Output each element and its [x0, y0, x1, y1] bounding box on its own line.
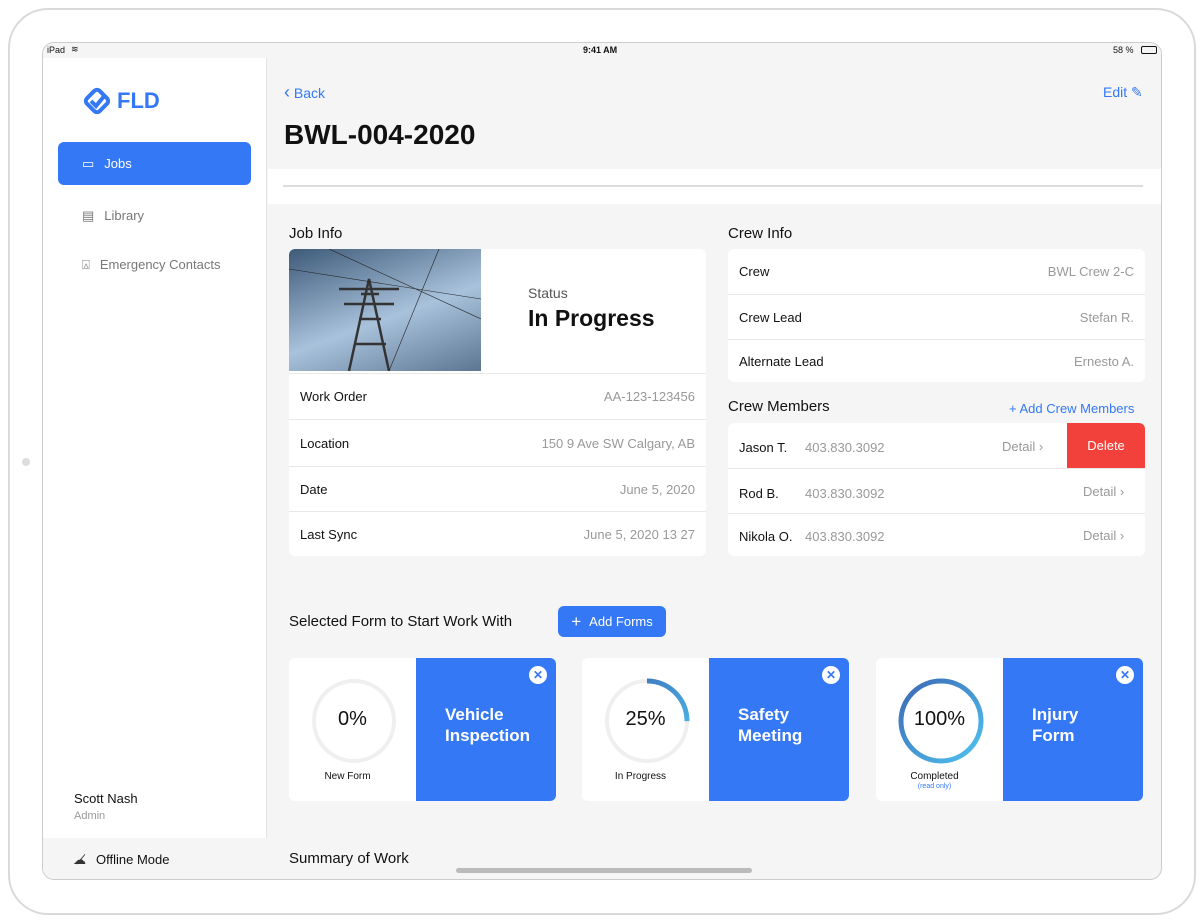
- detail-button[interactable]: Detail ›: [1083, 484, 1125, 499]
- job-info-card: Status In Progress Work Order AA-123-1234…: [289, 249, 706, 556]
- edit-button[interactable]: Edit ✎: [1103, 84, 1143, 100]
- form-title[interactable]: Safety Meeting: [709, 658, 849, 801]
- edit-icon: ✎: [1131, 84, 1143, 100]
- progress-ring: [898, 678, 984, 764]
- device-label: iPad: [47, 45, 66, 55]
- chevron-left-icon: ‹: [284, 82, 290, 102]
- job-photo: [289, 249, 482, 372]
- job-row-date: Date June 5, 2020: [289, 466, 706, 511]
- chevron-right-icon: ›: [1038, 439, 1044, 454]
- job-info-heading: Job Info: [289, 225, 343, 242]
- form-note: (read only): [917, 783, 952, 790]
- sidebar-item-library[interactable]: ▤ Library: [82, 207, 145, 224]
- progress-percent: 25%: [625, 708, 666, 730]
- form-card[interactable]: 0% New Form Vehicle Inspection ✕: [289, 658, 556, 801]
- job-row-location: Location 150 9 Ave SW Calgary, AB: [289, 419, 706, 466]
- logo-check-icon: [83, 87, 111, 115]
- progress-percent: 0%: [338, 708, 367, 730]
- progress-arc: [604, 678, 690, 764]
- detail-button[interactable]: Detail ›: [1083, 528, 1125, 543]
- alarm-light-icon: ⍓: [82, 256, 90, 272]
- screen: iPad ≋ 9:41 AM 58 % FLD ▭ Jobs ▤ Library ⍓…: [42, 42, 1162, 880]
- home-indicator[interactable]: [456, 868, 752, 873]
- user-name: Scott Nash: [74, 791, 138, 806]
- forms-heading: Selected Form to Start Work With: [289, 613, 513, 630]
- crew-members-heading: Crew Members: [728, 398, 830, 415]
- alternate-lead-row: Alternate Lead Ernesto A.: [728, 339, 1145, 382]
- remove-form-close-icon[interactable]: ✕: [822, 666, 840, 684]
- sidebar: FLD ▭ Jobs ▤ Library ⍓ Emergency Contacts S…: [43, 58, 267, 879]
- chevron-right-icon: ›: [1119, 528, 1125, 543]
- add-forms-button[interactable]: + Add Forms: [558, 606, 666, 637]
- list-item: Nikola O. 403.830.3092 Detail ›: [728, 513, 1145, 556]
- briefcase-icon: ▭: [82, 155, 95, 171]
- logo: FLD: [81, 85, 160, 117]
- form-card[interactable]: 100% Completed (read only) Injury Form ✕: [876, 658, 1143, 801]
- detail-button[interactable]: Detail ›: [1002, 439, 1044, 454]
- progress-ring: [311, 678, 397, 764]
- progress-arc: [898, 678, 984, 764]
- cloud-off-icon: ☁̸: [73, 851, 86, 867]
- form-status: In Progress: [614, 771, 667, 782]
- progress-percent: 100%: [913, 708, 966, 730]
- add-crew-members-button[interactable]: + Add Crew Members: [1009, 401, 1135, 416]
- offline-mode-toggle[interactable]: ☁̸ Offline Mode: [43, 838, 267, 879]
- job-row-work-order: Work Order AA-123-123456: [289, 373, 706, 419]
- sidebar-item-jobs[interactable]: ▭ Jobs: [58, 142, 251, 185]
- back-button[interactable]: ‹ Back: [284, 82, 326, 102]
- sidebar-item-emergency-contacts[interactable]: ⍓ Emergency Contacts: [82, 256, 221, 273]
- crew-info-card: Crew BWL Crew 2-C Crew Lead Stefan R. Alte…: [728, 249, 1145, 382]
- summary-heading: Summary of Work: [289, 850, 409, 867]
- list-item: Jason T. 403.830.3092 Detail › Delete: [728, 423, 1145, 468]
- chevron-right-icon: ›: [1119, 484, 1125, 499]
- plus-icon: +: [571, 611, 582, 631]
- progress-ring: [604, 678, 690, 764]
- documents-icon: ▤: [82, 207, 95, 223]
- battery-icon: [1141, 46, 1157, 54]
- bluetooth-battery: 58 %: [1113, 45, 1134, 55]
- delete-button[interactable]: Delete: [1067, 423, 1145, 468]
- page-title: BWL-004-2020: [284, 119, 476, 150]
- form-title[interactable]: Vehicle Inspection: [416, 658, 556, 801]
- crew-lead-row: Crew Lead Stefan R.: [728, 294, 1145, 339]
- form-card[interactable]: 25% In Progress Safety Meeting ✕: [582, 658, 849, 801]
- status-label: Status: [528, 285, 568, 301]
- divider: [283, 185, 1143, 187]
- crew-row: Crew BWL Crew 2-C: [739, 264, 1134, 279]
- job-row-last-sync: Last Sync June 5, 2020 13 27: [289, 511, 706, 556]
- remove-form-close-icon[interactable]: ✕: [529, 666, 547, 684]
- crew-members-card: Jason T. 403.830.3092 Detail › Delete Ro…: [728, 423, 1145, 556]
- status-value: In Progress: [528, 305, 655, 331]
- wifi-icon: ≋: [71, 44, 79, 54]
- form-status: Completed: [910, 771, 959, 782]
- user-role: Admin: [74, 810, 106, 822]
- camera-dot: [22, 458, 30, 466]
- crew-info-heading: Crew Info: [728, 225, 793, 242]
- list-item: Rod B. 403.830.3092 Detail ›: [728, 468, 1145, 513]
- form-status: New Form: [324, 771, 371, 782]
- remove-form-close-icon[interactable]: ✕: [1116, 666, 1134, 684]
- clock: 9:41 AM: [583, 45, 618, 55]
- status-bar: iPad ≋ 9:41 AM 58 %: [43, 43, 1161, 58]
